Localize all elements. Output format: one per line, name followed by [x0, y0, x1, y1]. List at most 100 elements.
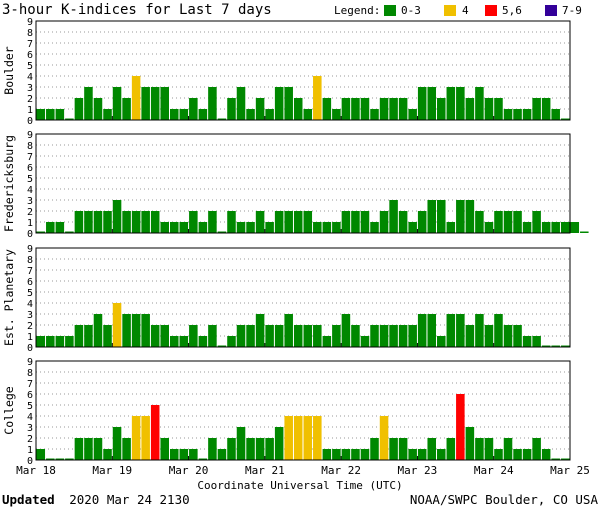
panels: Boulder0123456789Fredericksburg012345678…: [2, 17, 589, 467]
bar: [265, 325, 274, 347]
legend-title: Legend:: [334, 4, 380, 17]
bar: [541, 222, 551, 233]
bar: [465, 427, 475, 460]
bar: [293, 211, 303, 233]
bar: [208, 438, 217, 460]
bar: [265, 222, 274, 233]
bar: [398, 438, 408, 460]
y-tick-label: 9: [27, 17, 33, 28]
bar: [437, 449, 446, 460]
bar: [284, 87, 293, 120]
panel-frame: [35, 133, 571, 234]
bar: [217, 449, 227, 460]
bar: [332, 109, 341, 120]
bar: [379, 416, 389, 460]
bar: [503, 438, 513, 460]
bar: [532, 211, 541, 233]
bar: [160, 87, 169, 120]
bar: [208, 211, 217, 233]
bar: [55, 336, 65, 347]
y-tick-label: 8: [27, 28, 33, 39]
bar: [503, 325, 513, 347]
footer-updated: Updated 2020 Mar 24 2130: [2, 492, 190, 507]
bar: [284, 416, 293, 460]
bar: [351, 211, 360, 233]
bar: [179, 336, 189, 347]
bar: [131, 211, 141, 233]
bar: [170, 222, 179, 233]
bar: [274, 427, 284, 460]
bar: [398, 325, 408, 347]
bar: [370, 109, 379, 120]
bar: [236, 325, 246, 347]
chart-title: 3-hour K-indices for Last 7 days: [2, 2, 272, 18]
bar: [503, 109, 513, 120]
bar: [46, 458, 55, 460]
bar: [274, 211, 284, 233]
bar: [541, 98, 551, 120]
bar: [475, 87, 484, 120]
legend: Legend: 0-3 4 5,6 7-9: [334, 4, 582, 17]
panel-label-boulder: Boulder: [2, 46, 16, 95]
bar: [494, 211, 503, 233]
bar: [503, 211, 513, 233]
bar: [456, 314, 465, 347]
bar: [189, 98, 198, 120]
bar: [551, 345, 560, 347]
bar: [179, 222, 189, 233]
bar: [65, 231, 74, 233]
x-tick-label: Mar 18: [16, 464, 56, 477]
bar: [93, 98, 103, 120]
bar: [446, 87, 456, 120]
bar: [351, 449, 360, 460]
bar: [456, 87, 465, 120]
bar: [322, 449, 332, 460]
bar: [332, 449, 341, 460]
x-tick-label: Mar 21: [245, 464, 285, 477]
bar: [236, 427, 246, 460]
bar: [551, 458, 560, 460]
bar: [522, 109, 532, 120]
bar: [379, 325, 389, 347]
bar: [475, 438, 484, 460]
bar: [141, 87, 150, 120]
legend-swatch-5-6: [485, 5, 497, 16]
y-tick-label: 1: [27, 332, 33, 343]
bar: [227, 98, 236, 120]
bar: [112, 200, 122, 233]
y-tick-label: 9: [27, 357, 33, 368]
legend-swatch-0-3: [384, 5, 396, 16]
bar: [84, 325, 93, 347]
bar: [103, 211, 112, 233]
bar: [398, 98, 408, 120]
panel-frame: [35, 20, 571, 121]
y-tick-label: 4: [27, 412, 33, 423]
bar: [208, 325, 217, 347]
y-tick-label: 0: [27, 116, 33, 127]
bar: [570, 222, 580, 233]
bar: [122, 314, 131, 347]
bar: [227, 211, 236, 233]
bar: [255, 211, 265, 233]
bar: [427, 314, 436, 347]
bar: [217, 231, 227, 233]
bar: [437, 336, 446, 347]
bar: [122, 98, 131, 120]
bar: [84, 87, 93, 120]
bar: [246, 222, 255, 233]
bar: [112, 427, 122, 460]
y-tick-label: 3: [27, 83, 33, 94]
bar: [93, 314, 103, 347]
y-tick-label: 8: [27, 141, 33, 152]
bar: [522, 222, 532, 233]
bar: [389, 325, 398, 347]
bar: [322, 336, 332, 347]
bar: [46, 222, 55, 233]
bar: [36, 449, 46, 460]
bar: [246, 109, 255, 120]
bar: [313, 76, 322, 120]
bar: [198, 109, 208, 120]
bar: [189, 211, 198, 233]
